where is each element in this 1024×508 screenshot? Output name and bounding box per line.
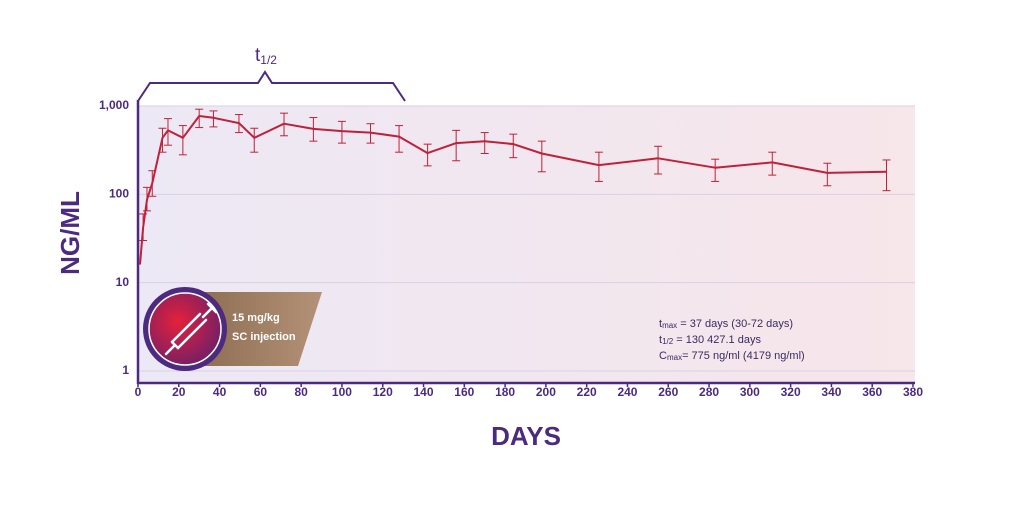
x-tick-label: 220 [577, 385, 597, 399]
x-axis-title: DAYS [491, 421, 561, 451]
x-tick-label: 20 [172, 385, 186, 399]
stat-text: = 775 ng/ml (4179 ng/ml) [682, 350, 805, 362]
half-life-label: t1/2 [255, 45, 277, 67]
dose-route: SC injection [232, 331, 296, 343]
x-tick-label: 0 [135, 385, 142, 399]
syringe-icon [164, 302, 218, 356]
x-tick-label: 40 [213, 385, 227, 399]
x-tick-label: 360 [862, 385, 882, 399]
x-tick-label: 80 [294, 385, 308, 399]
x-tick-label: 100 [332, 385, 352, 399]
x-tick-label: 120 [373, 385, 393, 399]
data-line [139, 115, 887, 265]
subscript: 1/2 [260, 53, 277, 67]
stat-text: = 130 427.1 days [673, 334, 761, 346]
y-tick-label: 1,000 [99, 98, 129, 112]
x-tick-label: 140 [414, 385, 434, 399]
symbol: C [659, 350, 667, 362]
stat-line: tmax = 37 days (30-72 days) [659, 318, 793, 330]
x-tick-label: 320 [781, 385, 801, 399]
x-tick-label: 240 [617, 385, 637, 399]
x-tick-label: 380 [903, 385, 923, 399]
y-tick-label: 100 [109, 187, 129, 201]
x-tick-label: 260 [658, 385, 678, 399]
stat-text: = 37 days (30-72 days) [677, 318, 793, 330]
stat-line: Cmax= 775 ng/ml (4179 ng/ml) [659, 350, 805, 362]
symbol: t [659, 318, 662, 330]
x-tick-label: 340 [821, 385, 841, 399]
x-tick-label: 280 [699, 385, 719, 399]
x-tick-label: 180 [495, 385, 515, 399]
symbol: t [659, 334, 662, 346]
dose-label: 15 mg/kg [232, 312, 280, 324]
x-tick-label: 60 [254, 385, 268, 399]
subscript: max [662, 321, 677, 330]
y-axis-title: NG/ML [55, 191, 85, 275]
stat-line: t1/2 = 130 427.1 days [659, 334, 761, 346]
y-tick-label: 10 [116, 275, 130, 289]
subscript: max [667, 353, 682, 362]
bracket [137, 70, 406, 102]
x-tick-label: 160 [454, 385, 474, 399]
symbol: t [255, 45, 261, 66]
x-tick-label: 200 [536, 385, 556, 399]
x-tick-label: 300 [740, 385, 760, 399]
subscript: 1/2 [662, 337, 674, 346]
y-tick-label: 1 [122, 363, 129, 377]
